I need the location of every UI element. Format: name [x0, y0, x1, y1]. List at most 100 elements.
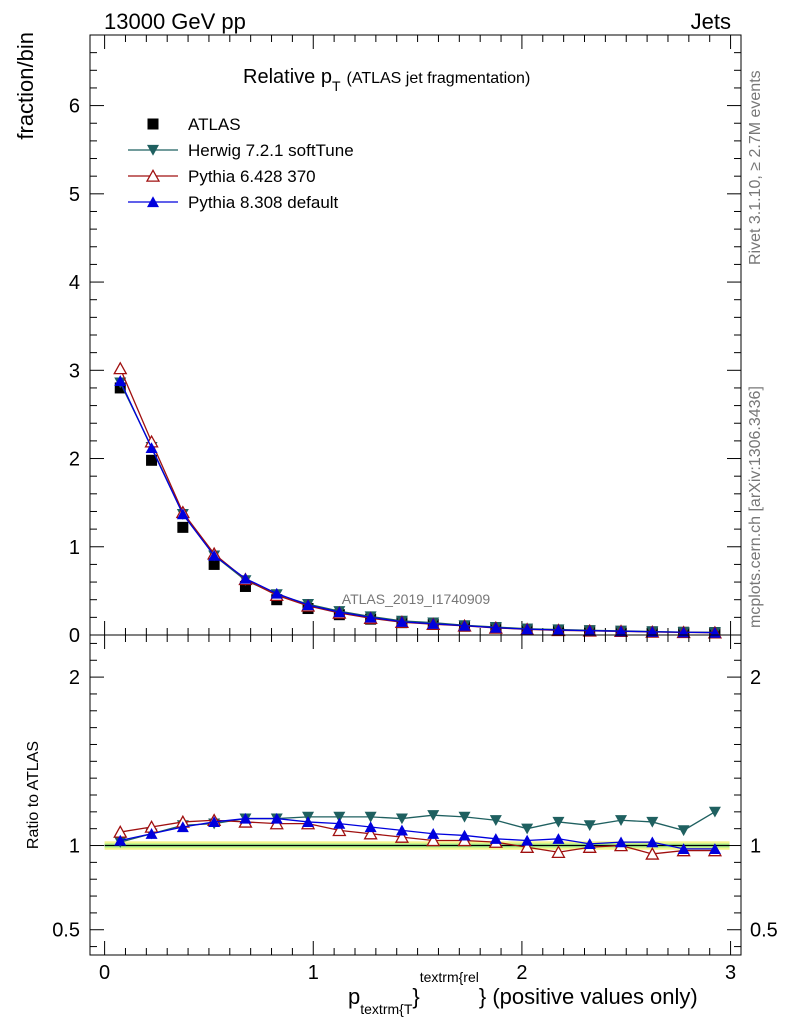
legend-label: Pythia 6.428 370 [188, 167, 316, 186]
data-point [427, 828, 440, 839]
data-point [583, 624, 596, 636]
data-point [146, 454, 158, 466]
y-tick-label: 1 [69, 836, 80, 858]
x-axis-label: ptextrm{T}textrm{rel} (positive values o… [348, 969, 698, 1017]
data-point [645, 846, 660, 860]
legend-label: Pythia 8.308 default [188, 193, 339, 212]
rivet-label: Rivet 3.1.10, ≥ 2.7M events [747, 70, 764, 265]
data-point [239, 580, 251, 592]
data-point [646, 836, 659, 848]
y-tick-label: 4 [69, 272, 80, 294]
legend-item: Pythia 8.308 default [128, 193, 339, 212]
mcplots-label: mcplots.cern.ch [arXiv:1306.3436] [747, 386, 764, 628]
data-point [364, 811, 377, 823]
data-point [708, 843, 721, 854]
data-point [147, 196, 159, 208]
data-point [333, 606, 346, 618]
header-left: 13000 GeV pp [104, 9, 246, 34]
x-label-brace: } [412, 984, 419, 1009]
data-point [677, 825, 690, 837]
ratio-frame [89, 634, 742, 956]
x-label-sub: textrm{T [360, 1001, 413, 1017]
legend-item: Herwig 7.2.1 softTune [128, 141, 354, 160]
data-point [302, 599, 315, 611]
data-point [615, 625, 628, 637]
data-point [395, 813, 408, 825]
data-point [520, 840, 535, 853]
data-point [677, 843, 690, 854]
data-point [333, 811, 346, 823]
data-point [394, 830, 410, 843]
series-line [120, 819, 715, 855]
y-tick-label: 0 [69, 625, 80, 647]
x-label-tail: } (positive values only) [479, 984, 698, 1009]
data-point [708, 806, 721, 818]
data-point [427, 810, 440, 821]
legend: ATLAS Herwig 7.2.1 softTune Pythia 6.428 3… [128, 115, 354, 212]
data-point [458, 811, 471, 823]
y-tick-label: 5 [69, 184, 80, 206]
x-label-sup: textrm{rel [420, 969, 479, 985]
legend-item: ATLAS [147, 115, 241, 134]
y-tick-label: 1 [69, 537, 80, 559]
legend-label: Herwig 7.2.1 softTune [188, 141, 354, 160]
data-point [114, 375, 127, 386]
main-ticks: 0 1 2 3 4 5 6 [69, 35, 741, 647]
data-point [489, 815, 502, 826]
data-point [521, 623, 534, 635]
data-point [239, 572, 252, 584]
watermark: ATLAS_2019_I1740909 [342, 591, 491, 607]
data-point [176, 821, 189, 833]
main-panel: 0 1 2 3 4 5 6 ATLAS_2019_I1740909 fraction/bin… [13, 32, 742, 647]
y-tick-label-right: 1 [750, 836, 761, 858]
y-tick-label-right: 2 [750, 667, 761, 689]
y-tick-label: 2 [69, 667, 80, 689]
data-point [176, 508, 189, 520]
legend-item: Pythia 6.428 370 [128, 167, 316, 186]
data-point [114, 834, 127, 846]
data-point [646, 626, 659, 637]
data-point [364, 821, 377, 833]
data-point [552, 833, 565, 844]
data-point [489, 621, 502, 633]
header-right: Jets [691, 9, 731, 34]
data-point [552, 816, 565, 828]
data-point [145, 828, 158, 839]
y-tick-label: 6 [69, 96, 80, 118]
y-tick-label: 3 [69, 360, 80, 382]
data-point [583, 838, 596, 849]
data-point [521, 834, 534, 846]
data-point [208, 558, 220, 570]
data-point [177, 521, 189, 533]
data-point [615, 815, 628, 826]
series-line [120, 817, 715, 850]
data-point [270, 587, 283, 599]
ratio-ylabel: Ratio to ATLAS [25, 741, 42, 849]
data-point [363, 826, 378, 840]
data-point [147, 118, 159, 130]
data-point [147, 144, 159, 156]
ratio-series [113, 806, 723, 860]
y-tick-label: 2 [69, 449, 80, 471]
data-point [239, 812, 252, 824]
plot-title-sub: T [332, 78, 341, 94]
data-point [521, 823, 534, 835]
data-point [551, 845, 566, 859]
main-ylabel: fraction/bin [13, 32, 38, 140]
x-tick-label: 3 [725, 962, 736, 984]
data-point [113, 361, 128, 375]
x-tick-label: 1 [308, 962, 319, 984]
x-label-main: p [348, 984, 360, 1009]
data-point [364, 611, 377, 623]
legend-label: ATLAS [188, 115, 241, 134]
data-point [646, 816, 659, 828]
data-point [302, 816, 315, 828]
data-point [552, 624, 565, 636]
x-tick-label: 0 [99, 962, 110, 984]
data-point [332, 823, 347, 837]
data-point [458, 619, 471, 631]
data-point [145, 168, 161, 182]
data-point [395, 824, 408, 836]
data-point [489, 833, 502, 844]
